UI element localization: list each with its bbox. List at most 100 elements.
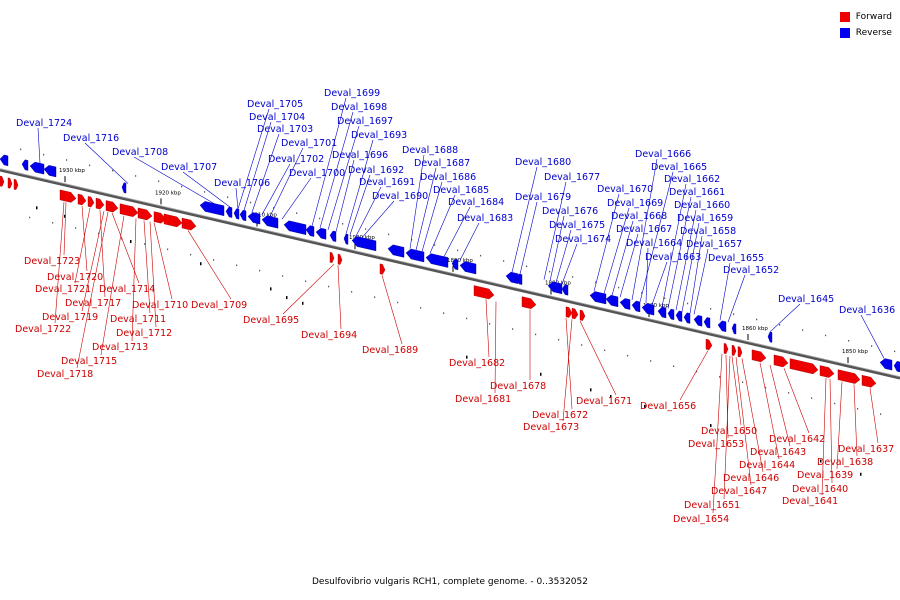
forward-gene-label[interactable]: Deval_1643: [750, 447, 806, 458]
reverse-gene-arrow[interactable]: [233, 208, 240, 220]
forward-gene-arrow[interactable]: [861, 374, 877, 388]
reverse-gene-label[interactable]: Deval_1687: [414, 158, 470, 169]
reverse-gene-label[interactable]: Deval_1679: [515, 192, 571, 203]
reverse-gene-arrow[interactable]: [641, 303, 655, 316]
reverse-gene-arrow[interactable]: [631, 300, 641, 313]
reverse-gene-label[interactable]: Deval_1659: [677, 213, 733, 224]
reverse-gene-label[interactable]: Deval_1669: [607, 198, 663, 209]
reverse-gene-label[interactable]: Deval_1693: [351, 130, 407, 141]
forward-gene-arrow[interactable]: [579, 309, 586, 321]
forward-gene-label[interactable]: Deval_1689: [362, 345, 418, 356]
reverse-gene-arrow[interactable]: [0, 154, 9, 167]
reverse-gene-label[interactable]: Deval_1697: [337, 116, 393, 127]
forward-gene-label[interactable]: Deval_1646: [723, 473, 779, 484]
forward-gene-arrow[interactable]: [119, 203, 139, 217]
forward-gene-arrow[interactable]: [473, 285, 495, 300]
reverse-gene-label[interactable]: Deval_1696: [332, 150, 388, 161]
reverse-gene-arrow[interactable]: [121, 182, 127, 194]
reverse-gene-label[interactable]: Deval_1668: [611, 211, 667, 222]
forward-gene-arrow[interactable]: [819, 365, 835, 378]
reverse-gene-arrow[interactable]: [239, 209, 247, 222]
reverse-gene-arrow[interactable]: [225, 206, 233, 218]
reverse-gene-label[interactable]: Deval_1664: [626, 238, 682, 249]
forward-gene-label[interactable]: Deval_1642: [769, 434, 825, 445]
reverse-gene-label[interactable]: Deval_1716: [63, 133, 119, 144]
reverse-gene-label[interactable]: Deval_1703: [257, 124, 313, 135]
reverse-gene-label[interactable]: Deval_1699: [324, 88, 380, 99]
reverse-gene-arrow[interactable]: [879, 358, 893, 371]
reverse-gene-arrow[interactable]: [693, 315, 703, 327]
forward-gene-label[interactable]: Deval_1672: [532, 410, 588, 421]
forward-gene-arrow[interactable]: [379, 263, 386, 275]
forward-gene-label[interactable]: Deval_1717: [65, 298, 121, 309]
reverse-gene-arrow[interactable]: [731, 323, 737, 335]
reverse-gene-label[interactable]: Deval_1680: [515, 157, 571, 168]
reverse-gene-arrow[interactable]: [515, 273, 523, 285]
reverse-gene-arrow[interactable]: [329, 230, 337, 242]
reverse-gene-arrow[interactable]: [589, 291, 607, 305]
forward-gene-label[interactable]: Deval_1653: [688, 439, 744, 450]
reverse-gene-arrow[interactable]: [667, 308, 675, 321]
reverse-gene-arrow[interactable]: [43, 165, 57, 178]
reverse-gene-arrow[interactable]: [619, 298, 631, 310]
reverse-gene-arrow[interactable]: [343, 233, 349, 245]
forward-gene-label[interactable]: Deval_1637: [838, 444, 894, 455]
reverse-gene-label[interactable]: Deval_1724: [16, 118, 72, 129]
reverse-gene-arrow[interactable]: [283, 220, 307, 235]
reverse-gene-arrow[interactable]: [261, 215, 279, 229]
reverse-gene-label[interactable]: Deval_1707: [161, 162, 217, 173]
forward-gene-label[interactable]: Deval_1641: [782, 496, 838, 507]
forward-gene-arrow[interactable]: [95, 197, 105, 210]
reverse-gene-label[interactable]: Deval_1700: [289, 168, 345, 179]
reverse-gene-label[interactable]: Deval_1688: [402, 145, 458, 156]
forward-gene-arrow[interactable]: [59, 189, 77, 203]
forward-gene-arrow[interactable]: [0, 175, 5, 187]
forward-gene-label[interactable]: Deval_1712: [116, 328, 172, 339]
reverse-gene-label[interactable]: Deval_1676: [542, 206, 598, 217]
forward-gene-label[interactable]: Deval_1714: [99, 284, 155, 295]
forward-gene-label[interactable]: Deval_1695: [243, 315, 299, 326]
reverse-gene-label[interactable]: Deval_1661: [669, 187, 725, 198]
reverse-gene-arrow[interactable]: [199, 201, 225, 217]
reverse-gene-arrow[interactable]: [657, 306, 667, 319]
forward-gene-label[interactable]: Deval_1638: [817, 457, 873, 468]
reverse-gene-label[interactable]: Deval_1666: [635, 149, 691, 160]
reverse-gene-label[interactable]: Deval_1705: [247, 99, 303, 110]
reverse-gene-label[interactable]: Deval_1665: [651, 162, 707, 173]
forward-gene-arrow[interactable]: [337, 253, 343, 265]
reverse-gene-label[interactable]: Deval_1667: [616, 224, 672, 235]
forward-gene-label[interactable]: Deval_1673: [523, 422, 579, 433]
forward-gene-arrow[interactable]: [181, 217, 197, 231]
reverse-gene-arrow[interactable]: [717, 320, 727, 333]
reverse-gene-arrow[interactable]: [703, 317, 711, 329]
reverse-gene-label[interactable]: Deval_1690: [372, 191, 428, 202]
forward-gene-arrow[interactable]: [7, 177, 13, 189]
forward-gene-arrow[interactable]: [789, 358, 819, 375]
forward-gene-label[interactable]: Deval_1694: [301, 330, 357, 341]
reverse-gene-arrow[interactable]: [21, 159, 29, 171]
forward-gene-arrow[interactable]: [565, 306, 573, 318]
reverse-gene-label[interactable]: Deval_1657: [686, 239, 742, 250]
forward-gene-label[interactable]: Deval_1723: [24, 256, 80, 267]
forward-gene-label[interactable]: Deval_1682: [449, 358, 505, 369]
reverse-gene-label[interactable]: Deval_1652: [723, 265, 779, 276]
reverse-gene-label[interactable]: Deval_1704: [249, 112, 305, 123]
reverse-gene-arrow[interactable]: [425, 253, 449, 268]
reverse-gene-arrow[interactable]: [767, 331, 773, 343]
reverse-gene-label[interactable]: Deval_1675: [549, 220, 605, 231]
forward-gene-arrow[interactable]: [723, 343, 729, 355]
reverse-gene-arrow[interactable]: [893, 361, 900, 373]
reverse-gene-label[interactable]: Deval_1674: [555, 234, 611, 245]
forward-gene-label[interactable]: Deval_1709: [191, 300, 247, 311]
forward-gene-label[interactable]: Deval_1681: [455, 394, 511, 405]
forward-gene-arrow[interactable]: [329, 252, 335, 263]
forward-gene-label[interactable]: Deval_1722: [15, 324, 71, 335]
forward-gene-label[interactable]: Deval_1654: [673, 514, 729, 525]
forward-gene-label[interactable]: Deval_1639: [797, 470, 853, 481]
reverse-gene-label[interactable]: Deval_1692: [348, 165, 404, 176]
reverse-gene-arrow[interactable]: [315, 227, 327, 240]
forward-gene-arrow[interactable]: [521, 296, 537, 309]
reverse-gene-label[interactable]: Deval_1686: [420, 172, 476, 183]
reverse-gene-label[interactable]: Deval_1645: [778, 294, 834, 305]
reverse-gene-arrow[interactable]: [605, 294, 619, 308]
